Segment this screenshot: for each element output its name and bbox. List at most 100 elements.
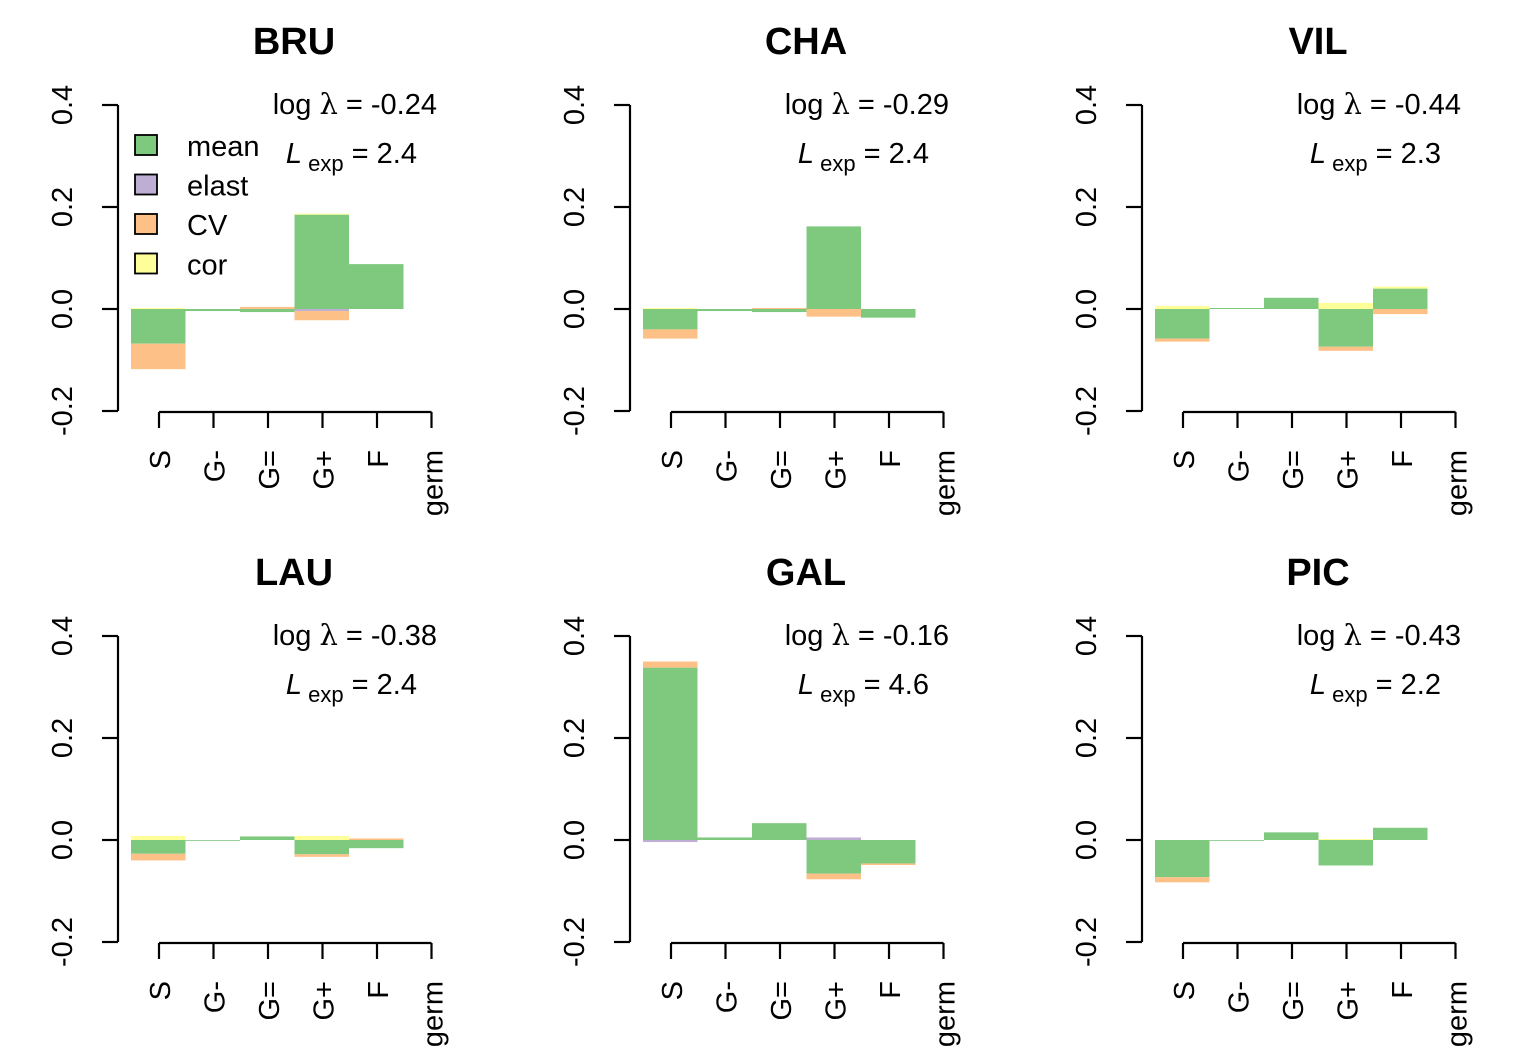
x-tick-label: S [1169,450,1201,469]
bar-cor-G+ [1318,838,1373,840]
x-tick-label: G+ [309,981,341,1021]
bar-CV-S [643,329,698,339]
legend-label-mean: mean [187,131,260,163]
x-tick-label: G= [1278,450,1310,490]
loglambda-annotation: log λ = -0.38 [273,618,437,652]
bar-mean-G= [240,309,295,313]
y-tick-label: -0.2 [47,917,79,967]
bar-mean-S [131,309,186,344]
panel-title: VIL [1288,21,1347,63]
bar-CV-S [1155,338,1210,342]
bar-mean-G= [752,823,807,840]
bar-cor-S [643,307,698,309]
bar-mean-G- [185,309,240,312]
x-tick-label: germ [930,450,962,516]
bar-cor-S [131,307,186,309]
bar-elast-G+ [294,309,349,312]
bar-mean-F [861,309,916,318]
bar-CV-G+ [294,854,349,857]
y-tick-label: 0.2 [1071,718,1103,758]
x-tick-label: germ [1442,981,1474,1047]
bar-mean-F [349,264,404,309]
y-tick-label: 0.0 [559,820,591,860]
bar-mean-G- [1209,840,1264,841]
bar-CV-S [131,853,186,861]
bar-CV-G+ [806,309,861,317]
y-tick-label: -0.2 [559,917,591,967]
x-tick-label: G- [200,981,232,1013]
loglambda-annotation: log λ = -0.24 [273,87,437,121]
bar-CV-G+ [294,311,349,321]
bar-cor-G+ [294,213,349,215]
bar-mean-F [1373,288,1428,309]
x-tick-label: F [875,450,907,468]
bar-mean-G+ [806,226,861,309]
y-tick-label: 0.4 [1071,85,1103,125]
legend-label-cor: cor [187,250,228,282]
bar-CV-F [861,863,916,865]
bar-mean-G- [697,309,752,312]
bar-CV-F [1373,309,1428,315]
y-tick-label: 0.2 [47,718,79,758]
loglambda-annotation: log λ = -0.44 [1297,87,1461,121]
y-tick-label: 0.0 [47,820,79,860]
loglambda-annotation: log λ = -0.29 [785,87,949,121]
bar-mean-G+ [1318,309,1373,347]
bar-CV-S [643,661,698,668]
y-tick-label: 0.0 [1071,820,1103,860]
x-tick-label: G+ [821,450,853,490]
bar-elast-S [643,840,698,843]
panel-title: PIC [1286,552,1349,594]
x-tick-label: F [1387,981,1419,999]
x-tick-label: germ [930,981,962,1047]
bar-mean-S [131,840,186,854]
bar-CV-G+ [806,873,861,880]
y-tick-label: 0.0 [47,289,79,329]
bar-mean-S [1155,309,1210,339]
panel-title: LAU [255,552,333,594]
x-tick-label: F [1387,450,1419,468]
bar-CV-G+ [1318,346,1373,351]
legend: mean elast CV cor [134,131,260,282]
x-tick-label: S [657,450,689,469]
panel-title: BRU [253,21,335,63]
bar-cor-S [131,835,186,840]
bar-mean-G+ [1318,840,1373,866]
x-tick-label: G= [254,981,286,1021]
legend-swatch-elast [134,173,158,196]
bar-CV-F [349,838,404,840]
y-tick-label: -0.2 [1071,917,1103,967]
legend-swatch-CV [134,213,158,235]
x-tick-label: S [145,981,177,1000]
bar-mean-G= [752,309,807,313]
x-tick-label: germ [418,450,450,516]
x-tick-label: G+ [1333,450,1365,490]
bar-cor-S [1155,305,1210,309]
bar-mean-G= [1264,832,1319,840]
bar-mean-S [643,667,698,840]
bar-mean-S [643,309,698,330]
x-tick-label: G= [766,981,798,1021]
bar-mean-F [861,840,916,864]
bar-mean-G= [1264,297,1319,309]
x-tick-label: G= [254,450,286,490]
loglambda-annotation: log λ = -0.16 [785,618,949,652]
y-tick-label: 0.4 [47,616,79,656]
loglambda-annotation: log λ = -0.43 [1297,618,1461,652]
bar-mean-G+ [294,840,349,855]
y-tick-label: 0.2 [47,187,79,227]
y-tick-label: 0.4 [1071,616,1103,656]
lexp-annotation: L exp = 2.3 [1310,138,1441,176]
bar-cor-G+ [294,835,349,840]
x-tick-label: S [145,450,177,469]
bar-elast-G+ [806,837,861,840]
bar-cor-G+ [1318,302,1373,309]
x-tick-label: G- [1224,981,1256,1013]
bar-mean-S [1155,840,1210,878]
legend-label-CV: CV [187,210,228,242]
